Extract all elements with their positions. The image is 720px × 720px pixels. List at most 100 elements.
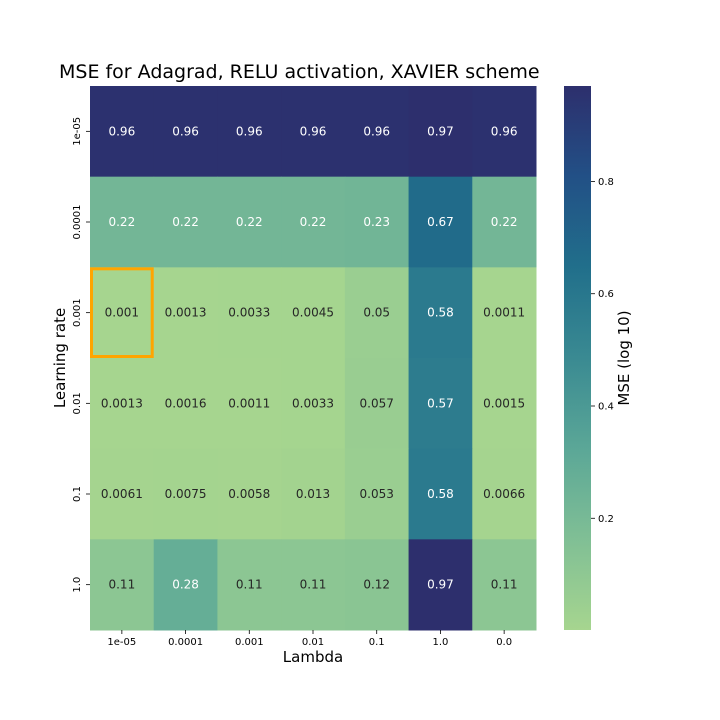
x-tick-label: 0.0001 bbox=[168, 637, 203, 648]
heatmap-cell bbox=[153, 358, 218, 450]
cell-value-label: 0.0033 bbox=[228, 306, 270, 320]
cell-value-label: 0.12 bbox=[363, 578, 390, 592]
heatmap-cell bbox=[408, 539, 473, 631]
heatmap-cell bbox=[344, 176, 410, 268]
heatmap-cell bbox=[408, 176, 473, 268]
cell-value-label: 0.23 bbox=[363, 215, 390, 229]
colorbar-tick-label: 0.8 bbox=[598, 177, 614, 188]
cell-value-label: 0.0011 bbox=[228, 396, 270, 410]
heatmap-cell bbox=[90, 448, 155, 540]
cell-value-label: 0.28 bbox=[172, 578, 199, 592]
colorbar-label: MSE (log 10) bbox=[615, 310, 633, 406]
cell-value-label: 0.0011 bbox=[483, 306, 525, 320]
heatmap-cell bbox=[153, 539, 218, 631]
x-tick-label: 0.1 bbox=[369, 637, 385, 648]
cell-value-label: 0.0016 bbox=[165, 396, 207, 410]
heatmap-cell bbox=[281, 176, 346, 268]
heatmap-cell bbox=[344, 358, 410, 450]
cell-value-label: 0.11 bbox=[491, 578, 518, 592]
heatmap-cell bbox=[90, 358, 155, 450]
heatmap-cell bbox=[472, 358, 537, 450]
heatmap-cell bbox=[281, 448, 346, 540]
heatmap-cell bbox=[90, 86, 155, 178]
heatmap-cell bbox=[217, 86, 282, 178]
cell-value-label: 0.58 bbox=[427, 487, 454, 501]
cell-value-label: 0.96 bbox=[236, 124, 263, 138]
heatmap-cell bbox=[344, 86, 410, 178]
heatmap-cell bbox=[217, 267, 282, 359]
cell-value-label: 0.96 bbox=[491, 124, 518, 138]
highlight-box bbox=[90, 267, 154, 359]
heatmap-cell bbox=[344, 539, 410, 631]
x-tick-label: 0.001 bbox=[235, 637, 264, 648]
chart-title: MSE for Adagrad, RELU activation, XAVIER… bbox=[59, 61, 540, 83]
heatmap-cell bbox=[408, 86, 473, 178]
y-tick-label: 0.01 bbox=[72, 392, 83, 414]
colorbar-tick-label: 0.4 bbox=[598, 402, 614, 413]
cell-value-label: 0.22 bbox=[108, 215, 135, 229]
cell-value-label: 0.0058 bbox=[228, 487, 270, 501]
x-axis-label: Lambda bbox=[282, 648, 344, 666]
x-tick-label: 1e-05 bbox=[107, 637, 136, 648]
cell-value-label: 0.22 bbox=[300, 215, 327, 229]
heatmap-cell bbox=[344, 267, 410, 359]
cell-value-label: 0.0045 bbox=[292, 306, 334, 320]
heatmap-cell bbox=[153, 448, 218, 540]
x-tick-label: 0.0 bbox=[496, 637, 512, 648]
cell-value-label: 0.013 bbox=[296, 487, 330, 501]
cell-value-label: 0.0013 bbox=[165, 306, 207, 320]
cell-value-label: 0.057 bbox=[360, 396, 394, 410]
x-tick-label: 0.01 bbox=[302, 637, 324, 648]
heatmap-cell bbox=[281, 358, 346, 450]
cell-value-label: 0.053 bbox=[360, 487, 394, 501]
heatmap-cell bbox=[153, 176, 218, 268]
heatmap-cell bbox=[217, 358, 282, 450]
heatmap-cell bbox=[217, 176, 282, 268]
cell-value-label: 0.96 bbox=[172, 124, 199, 138]
colorbar-tick-label: 0.6 bbox=[598, 289, 614, 300]
y-tick-label: 0.0001 bbox=[72, 205, 83, 240]
heatmap-cell bbox=[281, 539, 346, 631]
heatmap-cell bbox=[153, 86, 218, 178]
cell-value-label: 0.0075 bbox=[165, 487, 207, 501]
y-axis-label: Learning rate bbox=[51, 307, 69, 409]
cell-value-label: 0.11 bbox=[300, 578, 327, 592]
heatmap-cell bbox=[281, 86, 346, 178]
heatmap-cell bbox=[90, 267, 155, 359]
cell-value-label: 0.22 bbox=[172, 215, 199, 229]
cell-value-label: 0.58 bbox=[427, 306, 454, 320]
heatmap-cell bbox=[153, 267, 218, 359]
heatmap-cell bbox=[472, 448, 537, 540]
heatmap-cell bbox=[217, 539, 282, 631]
heatmap-cell bbox=[90, 176, 155, 268]
cell-value-label: 0.96 bbox=[363, 124, 390, 138]
cell-value-label: 0.0066 bbox=[483, 487, 525, 501]
cell-value-label: 0.57 bbox=[427, 396, 454, 410]
heatmap-cell bbox=[217, 448, 282, 540]
heatmap-cell bbox=[408, 448, 473, 540]
cell-value-label: 0.22 bbox=[236, 215, 263, 229]
cell-value-label: 0.11 bbox=[236, 578, 263, 592]
cell-value-label: 0.0015 bbox=[483, 396, 525, 410]
colorbar bbox=[564, 86, 591, 630]
cell-value-label: 0.0013 bbox=[101, 396, 143, 410]
heatmap-cell bbox=[344, 448, 410, 540]
cell-value-label: 0.0061 bbox=[101, 487, 143, 501]
cell-value-label: 0.11 bbox=[108, 578, 135, 592]
cell-value-label: 0.97 bbox=[427, 578, 454, 592]
cell-value-label: 0.0033 bbox=[292, 396, 334, 410]
cell-value-label: 0.67 bbox=[427, 215, 454, 229]
y-tick-label: 0.001 bbox=[72, 298, 83, 327]
y-tick-label: 1e-05 bbox=[72, 117, 83, 146]
heatmap-cell bbox=[408, 358, 473, 450]
cell-value-label: 0.05 bbox=[363, 306, 390, 320]
cell-value-label: 0.96 bbox=[108, 124, 135, 138]
cell-value-label: 0.97 bbox=[427, 124, 454, 138]
cell-value-label: 0.001 bbox=[105, 306, 139, 320]
heatmap-cell bbox=[281, 267, 346, 359]
x-tick-label: 1.0 bbox=[432, 637, 448, 648]
heatmap-cell bbox=[408, 267, 473, 359]
cell-value-label: 0.96 bbox=[300, 124, 327, 138]
cell-value-label: 0.22 bbox=[491, 215, 518, 229]
